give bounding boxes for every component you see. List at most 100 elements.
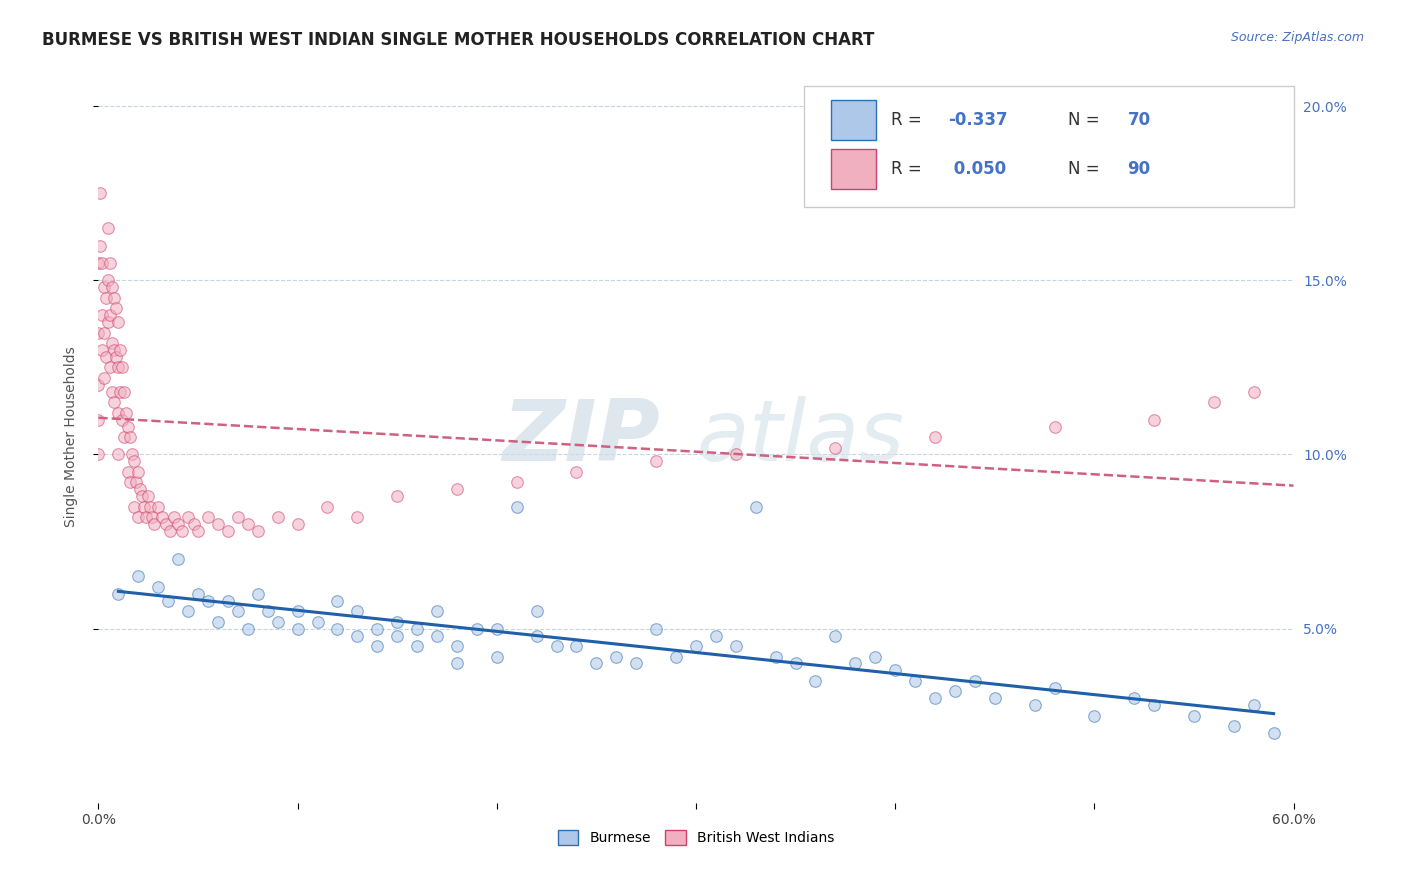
- Point: [143, 517, 166, 532]
- Point: [226, 604, 249, 618]
- Point: [1202, 395, 1225, 409]
- Point: [626, 657, 648, 671]
- Point: [101, 384, 124, 399]
- Point: [125, 475, 148, 490]
- Point: [217, 594, 239, 608]
- Point: [167, 552, 190, 566]
- Point: [91, 256, 114, 270]
- Point: [704, 629, 727, 643]
- Point: [101, 280, 124, 294]
- Point: [924, 430, 946, 444]
- Point: [124, 454, 146, 468]
- Point: [984, 691, 1007, 706]
- Point: [148, 580, 170, 594]
- Point: [385, 629, 409, 643]
- Text: R =: R =: [891, 160, 927, 178]
- Point: [107, 315, 129, 329]
- Point: [134, 500, 156, 514]
- Point: [98, 256, 122, 270]
- Point: [943, 684, 966, 698]
- Point: [207, 615, 229, 629]
- Text: 90: 90: [1128, 160, 1150, 178]
- Point: [346, 604, 368, 618]
- Point: [645, 622, 668, 636]
- Point: [307, 615, 329, 629]
- FancyBboxPatch shape: [831, 100, 876, 140]
- Point: [87, 256, 110, 270]
- Point: [1182, 708, 1205, 723]
- Point: [155, 517, 177, 532]
- Point: [785, 657, 807, 671]
- Point: [150, 510, 173, 524]
- Point: [103, 343, 125, 357]
- Point: [148, 500, 170, 514]
- Point: [426, 629, 449, 643]
- Point: [366, 622, 388, 636]
- Point: [93, 371, 115, 385]
- Point: [963, 673, 986, 688]
- Point: [89, 238, 111, 252]
- Point: [406, 622, 429, 636]
- Text: atlas: atlas: [696, 395, 904, 479]
- Point: [824, 629, 846, 643]
- Point: [96, 291, 118, 305]
- Point: [187, 524, 209, 538]
- Point: [87, 377, 110, 392]
- Point: [267, 615, 290, 629]
- Point: [117, 419, 139, 434]
- Point: [197, 510, 219, 524]
- Point: [446, 483, 468, 497]
- Point: [87, 326, 110, 340]
- Point: [326, 622, 349, 636]
- Point: [89, 186, 111, 201]
- Point: [117, 465, 139, 479]
- Point: [226, 510, 249, 524]
- Point: [824, 441, 846, 455]
- Point: [426, 604, 449, 618]
- Point: [120, 430, 142, 444]
- Point: [115, 406, 138, 420]
- Point: [1143, 698, 1166, 713]
- Point: [645, 454, 668, 468]
- Point: [129, 483, 152, 497]
- Point: [183, 517, 205, 532]
- Point: [565, 639, 588, 653]
- Point: [1223, 719, 1246, 733]
- Point: [685, 639, 707, 653]
- Point: [91, 308, 114, 322]
- Point: [446, 639, 468, 653]
- Point: [172, 524, 194, 538]
- Point: [526, 629, 548, 643]
- Point: [236, 622, 259, 636]
- Point: [121, 448, 143, 462]
- Point: [605, 649, 627, 664]
- Point: [101, 336, 124, 351]
- Point: [139, 500, 162, 514]
- Point: [127, 510, 149, 524]
- Point: [98, 308, 122, 322]
- Point: [884, 664, 907, 678]
- Point: [765, 649, 787, 664]
- Point: [207, 517, 229, 532]
- Point: [163, 510, 186, 524]
- Point: [465, 622, 488, 636]
- Point: [187, 587, 209, 601]
- Text: 0.050: 0.050: [948, 160, 1007, 178]
- Point: [904, 673, 927, 688]
- Point: [197, 594, 219, 608]
- Point: [91, 343, 114, 357]
- Point: [287, 604, 309, 618]
- Point: [107, 587, 129, 601]
- Point: [141, 510, 163, 524]
- Point: [1043, 419, 1066, 434]
- Point: [103, 395, 125, 409]
- Point: [97, 315, 120, 329]
- Point: [326, 594, 349, 608]
- Point: [87, 412, 110, 426]
- Point: [93, 280, 115, 294]
- Point: [485, 622, 508, 636]
- Point: [585, 657, 607, 671]
- Point: [111, 360, 134, 375]
- Point: [406, 639, 429, 653]
- Point: [110, 384, 132, 399]
